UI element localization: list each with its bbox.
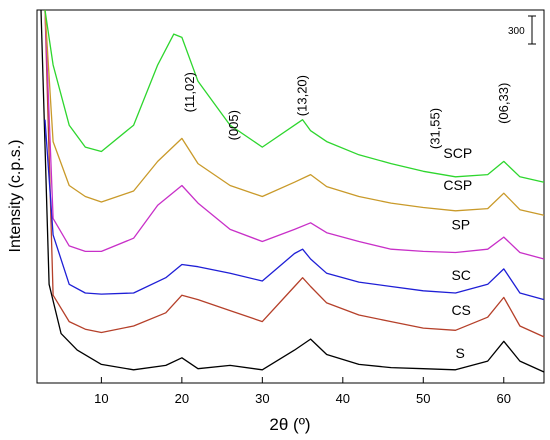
scale-bar-label: 300 (508, 26, 525, 37)
series-label-sp: SP (451, 216, 470, 232)
series-line-s (40, 9, 545, 373)
series-label-csp: CSP (443, 177, 472, 193)
peak-annotation: (31,55) (427, 108, 442, 149)
peak-annotation: (005) (226, 110, 241, 140)
series-line-sp (44, 9, 545, 260)
series-label-s: S (455, 345, 464, 361)
peak-annotation: (06,33) (496, 83, 511, 124)
x-axis-label: 2θ (º) (269, 415, 310, 434)
x-tick-label: 10 (94, 391, 108, 406)
series-line-csp (44, 9, 545, 216)
x-axis-ticks: 10 20 30 40 50 60 (94, 377, 511, 406)
series-line-cs (44, 9, 545, 338)
x-tick-label: 40 (336, 391, 350, 406)
series-labels: S CS SC SP CSP SCP (443, 145, 472, 361)
series-line-sc (44, 119, 545, 301)
series-label-sc: SC (451, 267, 470, 283)
x-tick-label: 20 (175, 391, 189, 406)
series-label-scp: SCP (443, 145, 472, 161)
x-tick-label: 30 (255, 391, 269, 406)
series-label-cs: CS (451, 302, 470, 318)
scale-bar: 300 (508, 15, 536, 45)
peak-annotation: (13,20) (295, 75, 310, 116)
plot-frame (36, 9, 545, 384)
x-tick-label: 60 (497, 391, 511, 406)
peak-annotation: (11,02) (182, 72, 197, 112)
series-layer (40, 9, 545, 373)
series-line-scp (44, 9, 545, 183)
x-tick-label: 50 (416, 391, 430, 406)
y-axis-label: Intensity (c.p.s.) (7, 140, 24, 253)
peak-annotations: (11,02) (005) (13,20) (31,55) (06,33) (182, 72, 511, 149)
